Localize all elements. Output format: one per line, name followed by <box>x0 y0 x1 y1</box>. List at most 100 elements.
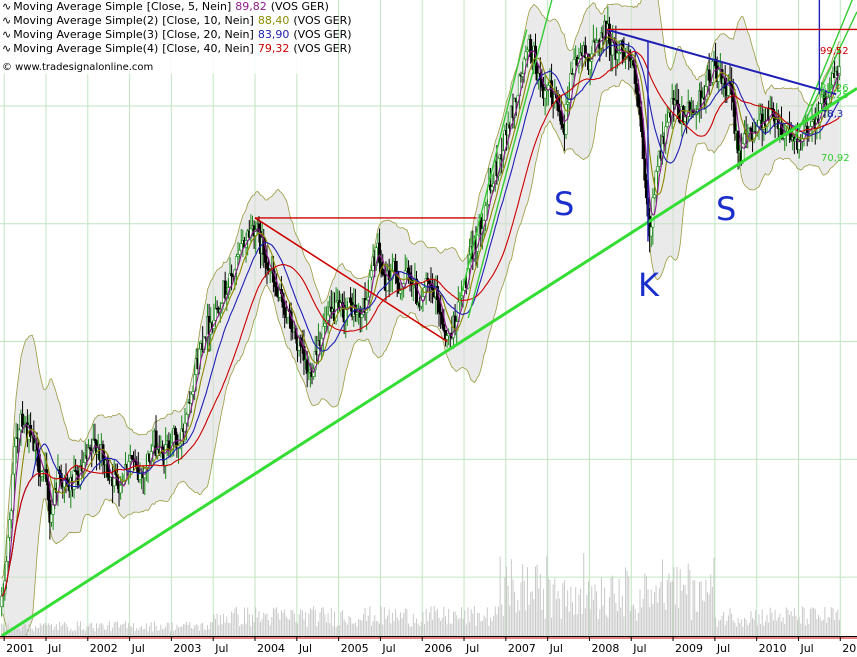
legend-background <box>0 0 310 74</box>
candle-body <box>591 40 595 55</box>
legend-marker: ∿ <box>2 28 11 41</box>
price-label-channel-upper: 89,26 <box>820 83 849 94</box>
candle-body <box>561 124 565 129</box>
candle-body <box>831 73 835 86</box>
candle-body <box>484 205 488 221</box>
candle-body <box>369 270 373 278</box>
candle-body <box>611 41 615 56</box>
candle-body <box>665 121 669 127</box>
candle-body <box>186 402 190 415</box>
x-axis-label: 2002 <box>90 642 118 655</box>
legend-item-value: 89,82 <box>235 0 267 13</box>
candle-body <box>323 323 327 327</box>
x-axis-label: 2011 <box>842 642 857 655</box>
candle-body <box>615 52 619 60</box>
candle-body <box>50 514 54 523</box>
candle-body <box>130 455 134 460</box>
candle-body <box>635 83 639 95</box>
trendline-channel <box>467 0 553 319</box>
moving-average-line-40 <box>1 50 840 597</box>
candle-body <box>21 413 25 427</box>
candle-body <box>230 273 234 277</box>
candle-body <box>743 132 747 145</box>
candle-body <box>636 93 640 108</box>
candle-body <box>119 485 123 494</box>
candle-body <box>173 428 177 436</box>
candle-body <box>406 267 410 274</box>
candle-body <box>583 45 587 58</box>
copyright-text: © www.tradesignalonline.com <box>2 62 153 73</box>
x-axis-label: 2005 <box>341 642 369 655</box>
moving-average-line-5 <box>1 30 840 597</box>
candle-body <box>445 335 449 340</box>
trendlines <box>0 0 857 638</box>
x-axis-background <box>0 636 857 657</box>
trendline-neckline <box>605 28 837 96</box>
moving-averages <box>1 30 840 597</box>
candle-body <box>643 158 647 181</box>
candle-body <box>736 130 740 154</box>
legend-item-ma5: ∿ Moving Average Simple [Close, 5, Nein] 89… <box>2 0 329 13</box>
bollinger-band-fill <box>1 0 840 655</box>
x-axis-label: 2001 <box>6 642 34 655</box>
candle-body <box>638 106 642 116</box>
legend-item-value: 79,32 <box>258 42 290 55</box>
candle-body <box>273 281 277 288</box>
candle-body <box>490 186 494 191</box>
x-axis-label: Jul <box>465 642 479 655</box>
x-axis-label: 2003 <box>173 642 201 655</box>
price-labels: 99,52 89,26 87,25 78,3 70,92 <box>820 46 850 164</box>
candle-body <box>394 261 398 272</box>
price-label-resistance: 99,52 <box>820 46 849 57</box>
legend-item-params: [Close, 20, Nein] <box>162 28 254 41</box>
legend-item-name: Moving Average Simple(2) <box>13 14 158 27</box>
candle-body <box>275 286 279 296</box>
legend-item-name: Moving Average Simple(4) <box>13 42 158 55</box>
candle-body <box>378 242 382 263</box>
legend-item-value: 88,40 <box>258 14 290 27</box>
candle-body <box>349 297 353 303</box>
candle-body <box>11 473 15 512</box>
x-axis-label: Jul <box>47 642 61 655</box>
candle-body <box>164 444 168 467</box>
legend-item-source: (VOS GER) <box>293 28 351 41</box>
volume-bars <box>1 553 840 636</box>
candle-body <box>6 536 10 562</box>
candle-body <box>649 226 653 237</box>
trendline-channel <box>793 0 853 142</box>
candle-body <box>427 280 431 284</box>
candle-body <box>644 179 648 199</box>
legend-item-name: Moving Average Simple(3) <box>13 28 158 41</box>
x-axis-label: 2008 <box>591 642 619 655</box>
legend-item-source: (VOS GER) <box>271 0 329 13</box>
candle-body <box>707 69 711 81</box>
candle-body <box>360 314 364 318</box>
candle-body <box>437 299 441 313</box>
candle-body <box>0 595 4 607</box>
legend-item-params: [Close, 40, Nein] <box>162 42 254 55</box>
candle-body <box>9 510 13 521</box>
x-axis-label: Jul <box>131 642 145 655</box>
candle-body <box>239 243 243 251</box>
price-label-channel-lower: 87,25 <box>820 90 849 101</box>
pattern-label-head: K <box>638 266 660 304</box>
candle-body <box>524 51 528 60</box>
x-axis-label: 2010 <box>759 642 787 655</box>
x-axis-label: Jul <box>632 642 646 655</box>
legend-marker: ∿ <box>2 0 11 13</box>
legend-item-ma40: ∿ Moving Average Simple(4) [Close, 40, Nei… <box>2 42 352 55</box>
bollinger-band-lower <box>1 79 840 656</box>
candle-body <box>521 73 525 77</box>
legend-item-source: (VOS GER) <box>293 14 351 27</box>
candle-body <box>652 194 656 199</box>
x-axis-label: Jul <box>381 642 395 655</box>
price-label-support: 70,92 <box>821 153 850 164</box>
legend: ∿ Moving Average Simple [Close, 5, Nein] 89… <box>0 0 352 74</box>
pattern-labels: S K S <box>554 185 736 304</box>
candle-body <box>675 99 679 105</box>
candle-body <box>543 90 547 99</box>
x-axis-label: Jul <box>549 642 563 655</box>
legend-item-params: [Close, 10, Nein] <box>162 14 254 27</box>
bollinger-band-upper <box>1 0 840 579</box>
